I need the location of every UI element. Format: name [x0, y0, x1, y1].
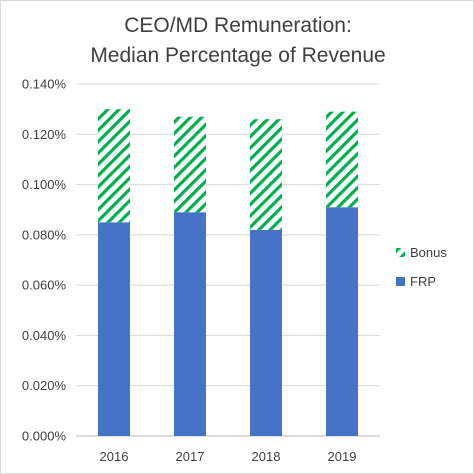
legend-swatch-bonus [396, 248, 405, 257]
x-tick-label: 2019 [328, 449, 357, 464]
x-tick-label: 2016 [100, 449, 129, 464]
y-tick-label: 0.040% [22, 328, 67, 343]
legend: Bonus FRP [396, 245, 447, 289]
chart-title-line-2: Median Percentage of Revenue [90, 44, 386, 67]
y-tick-label: 0.020% [22, 378, 67, 393]
y-axis-ticks: 0.000% 0.020% 0.040% 0.060% 0.080% 0.100% 0.12… [22, 77, 67, 444]
y-tick-label: 0.140% [22, 77, 67, 92]
bar-frp-2017 [174, 212, 206, 436]
x-axis-ticks: 2016 2017 2018 2019 [100, 449, 357, 464]
chart-title: CEO/MD Remuneration: Median Percentage o… [1, 11, 474, 71]
y-tick-label: 0.000% [22, 429, 67, 444]
bar-frp-2016 [98, 222, 130, 436]
chart-title-line-1: CEO/MD Remuneration: [124, 14, 352, 37]
x-tick-label: 2017 [176, 449, 205, 464]
bar-frp-2019 [326, 207, 358, 436]
y-tick-label: 0.120% [22, 127, 67, 142]
bars [98, 109, 358, 436]
bar-bonus-2017 [174, 116, 206, 213]
y-tick-label: 0.060% [22, 278, 67, 293]
bar-bonus-2016 [98, 109, 130, 223]
x-tick-label: 2018 [252, 449, 281, 464]
y-tick-label: 0.100% [22, 177, 67, 192]
bar-frp-2018 [250, 229, 282, 436]
legend-label-frp: FRP [410, 274, 436, 289]
y-tick-label: 0.080% [22, 227, 67, 242]
legend-label-bonus: Bonus [410, 245, 447, 260]
bar-bonus-2018 [250, 119, 282, 230]
bar-bonus-2019 [326, 111, 358, 208]
legend-swatch-frp [396, 277, 405, 286]
